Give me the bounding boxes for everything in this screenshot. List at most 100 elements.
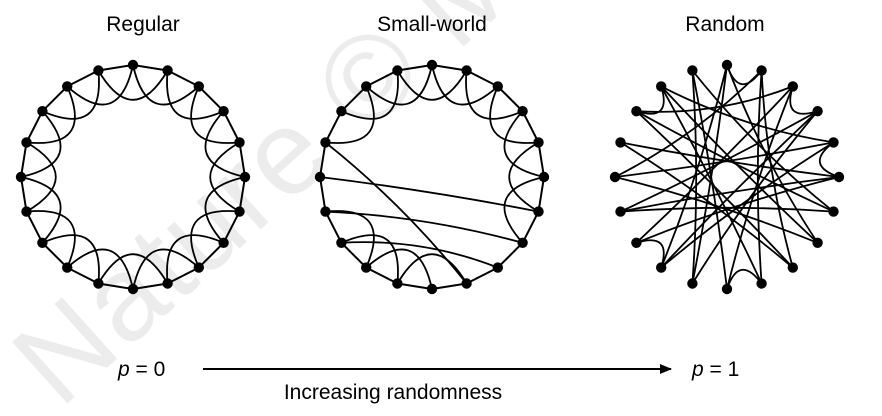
panel-title-regular: Regular: [106, 13, 180, 36]
network-node: [517, 237, 528, 248]
ring-edge: [521, 211, 540, 244]
network-node: [21, 137, 32, 148]
network-node: [320, 206, 331, 217]
rewired-edge: [660, 64, 728, 268]
rewired-edge: [760, 70, 794, 268]
network-node: [127, 283, 139, 295]
ring-edge: [198, 85, 225, 112]
neighbor-arc: [341, 234, 399, 284]
ring-edge: [198, 242, 225, 269]
network-node: [787, 262, 798, 273]
random-network: [609, 59, 845, 295]
neighbor-arc: [42, 234, 100, 284]
neighbor-arc: [97, 253, 169, 284]
ring-edge: [397, 282, 433, 290]
network-node: [426, 59, 438, 71]
network-node: [538, 171, 550, 183]
network-node: [687, 278, 698, 289]
network-node: [533, 137, 544, 148]
ring-edge: [521, 110, 540, 143]
rewired-edge: [691, 69, 835, 213]
neighbor-arc: [365, 64, 433, 106]
axis-caption: Increasing randomness: [284, 381, 502, 404]
network-node: [162, 278, 173, 289]
network-node: [615, 206, 626, 217]
ring-edge: [431, 64, 467, 72]
ring-edge: [431, 282, 467, 290]
network-node: [361, 81, 372, 92]
small-world-network: [314, 59, 550, 295]
panel-title-random: Random: [685, 13, 764, 36]
network-node: [461, 65, 472, 76]
network-node: [461, 278, 472, 289]
neighbor-arc: [489, 86, 539, 144]
neighbor-arc: [20, 176, 62, 244]
rewired-edge: [614, 141, 834, 178]
network-node: [234, 137, 245, 148]
ring-edge: [66, 69, 99, 88]
network-node: [392, 278, 403, 289]
ring-edge: [340, 85, 367, 112]
network-node: [218, 106, 229, 117]
network-node: [21, 206, 32, 217]
ring-edge: [98, 282, 134, 290]
rewired-edge: [324, 141, 468, 285]
neighbor-arc: [365, 248, 433, 290]
neighbor-arc: [166, 234, 224, 284]
ring-edge: [324, 110, 343, 143]
network-node: [756, 278, 767, 289]
rewired-edge: [614, 176, 818, 244]
network-node: [37, 106, 48, 117]
neighbor-arc: [190, 86, 240, 144]
network-node: [517, 106, 528, 117]
neighbor-arc: [166, 70, 224, 120]
ring-edge: [238, 142, 246, 178]
network-node: [721, 59, 733, 71]
ring-edge: [41, 242, 68, 269]
ring-edge: [537, 176, 545, 212]
neighbor-arc: [503, 176, 545, 244]
ring-edge: [20, 142, 28, 178]
neighbor-arc: [132, 248, 200, 290]
network-node: [721, 283, 733, 295]
rewired-edge: [636, 176, 840, 244]
rewired-edge: [636, 85, 794, 113]
p-one-value: = 1: [704, 358, 740, 381]
ring-edge: [20, 176, 28, 212]
ring-edge: [497, 85, 524, 112]
network-node: [234, 206, 245, 217]
network-node: [687, 65, 698, 76]
network-node: [127, 59, 139, 71]
ring-edge: [41, 85, 68, 112]
network-node: [61, 81, 73, 92]
neighbor-arc: [209, 141, 240, 213]
network-node: [828, 137, 839, 148]
neighbor-arc: [341, 70, 399, 120]
ring-edge: [25, 211, 44, 244]
neighbor-arc: [132, 64, 200, 106]
network-node: [15, 171, 27, 183]
ring-edge: [25, 110, 44, 143]
rewired-edge: [691, 64, 728, 284]
rewired-edge: [620, 206, 834, 213]
network-node: [609, 171, 621, 183]
rewired-edge: [660, 141, 834, 269]
network-node: [392, 65, 403, 76]
neighbor-arc: [465, 70, 523, 120]
neighbor-arc: [325, 86, 375, 144]
rewired-edge: [325, 210, 523, 244]
ring-edge: [238, 176, 246, 212]
network-node: [492, 81, 503, 92]
neighbor-arc: [20, 110, 62, 178]
ring-edge: [497, 242, 524, 269]
ring-edge: [319, 142, 327, 178]
neighbor-arc: [26, 210, 76, 268]
network-node: [631, 237, 642, 248]
neighbor-arc: [503, 110, 545, 178]
ring-edge: [340, 242, 367, 269]
rewired-edge: [660, 110, 819, 269]
neighbor-arc: [204, 176, 246, 244]
ring-edge: [365, 266, 398, 285]
p-zero-label: p = 0: [117, 358, 165, 381]
p-symbol: p: [691, 358, 704, 381]
